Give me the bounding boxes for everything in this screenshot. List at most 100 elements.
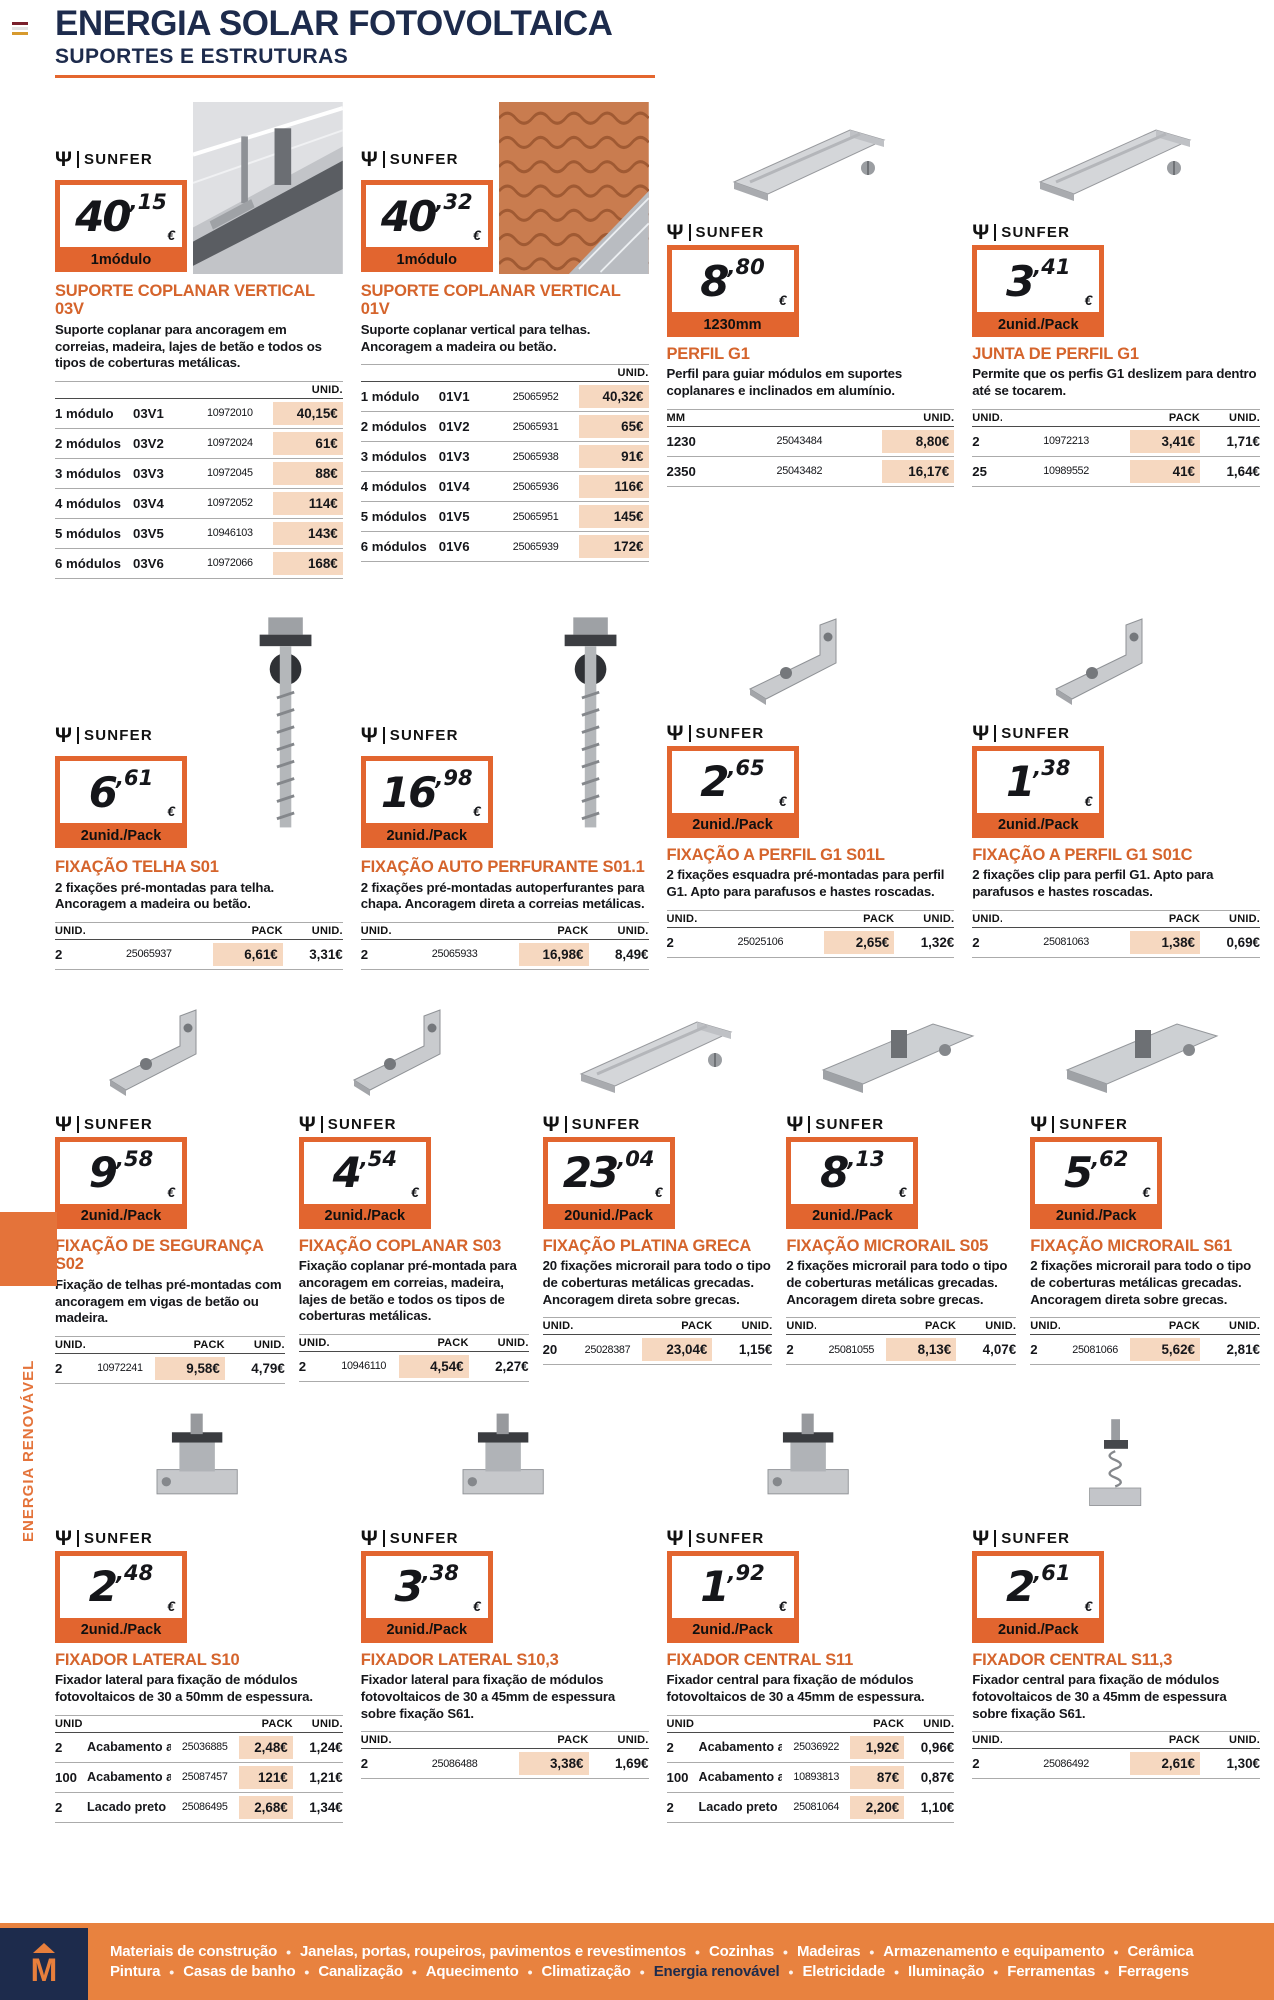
table-cell: 01V2 <box>438 419 470 435</box>
logo-divider <box>382 1529 385 1547</box>
brand-logo: Ψ SUNFER <box>361 149 493 170</box>
footer-nav-item[interactable]: Madeiras <box>796 1943 861 1960</box>
price-value: 116€ <box>578 475 649 499</box>
footer-nav-item[interactable]: Casas de banho <box>183 1963 296 1980</box>
ref-number: 10989552 <box>1043 465 1089 478</box>
product-description: Fixação coplanar pré-montada para ancora… <box>298 1258 517 1324</box>
product-description: Fixador central para fixação de módulos … <box>666 1672 925 1704</box>
product-title: FIXADOR LATERAL S10,3 <box>360 1650 559 1669</box>
price-table: UNID. PACK UNID. 2 10972213 3,41€ 1,71€ 25 10989… <box>972 408 1260 487</box>
product-image <box>498 102 649 274</box>
brand-logo: Ψ SUNFER <box>55 149 187 170</box>
footer-nav-line: Pintura • Casas de banho • Canalização • Aquec… <box>110 1963 1264 1980</box>
footer-nav-item[interactable]: Cozinhas <box>708 1943 775 1960</box>
ref-number: 25025106 <box>737 936 784 949</box>
table-row: 25 10989552 41€ 1,64€ <box>972 457 1260 487</box>
product-title: FIXAÇÃO A PERFIL G1 S01C <box>972 845 1193 864</box>
price-table-header: UNID. PACK UNID. <box>55 1714 343 1733</box>
table-cell: 03V2 <box>133 435 164 451</box>
page-marker-icon <box>12 22 28 37</box>
price-badge-unit-label: 2unid./Pack <box>812 1208 893 1225</box>
price-value: 1,71€ <box>1226 433 1260 449</box>
table-cell: 1230 <box>666 433 696 449</box>
table-cell: Acabamento alumínio <box>87 1740 171 1754</box>
product-title: FIXAÇÃO DE SEGURANÇA S02 <box>55 1236 264 1274</box>
product-card: Ψ SUNFER 1,38 €2unid./Pack FIXAÇÃO A PERFIL … <box>972 603 1260 970</box>
footer-nav-item[interactable]: Ferragens <box>1118 1963 1189 1980</box>
price-value: 4,54€ <box>398 1354 469 1378</box>
product-card: Ψ SUNFER 3,41 €2unid./Pack JUNTA DE PERFIL G… <box>972 102 1260 579</box>
footer-nav-item[interactable]: Ferramentas <box>1007 1963 1096 1980</box>
ref-number: 25086488 <box>431 1757 478 1770</box>
price-badge-value: 5,62 € <box>1035 1141 1158 1204</box>
table-row: 20 25028387 23,04€ 1,15€ <box>542 1335 773 1366</box>
footer-nav-item[interactable]: Materiais de construção <box>110 1943 278 1960</box>
product-card: Ψ SUNFER 16,98 €2unid./Pack FIXAÇÃO AUTO PER… <box>360 603 649 970</box>
product-description: 20 fixações microrail para todo o tipo d… <box>542 1258 771 1307</box>
price-decimal: ,15 <box>129 190 167 214</box>
product-title: FIXADOR CENTRAL S11,3 <box>972 1650 1173 1669</box>
footer-nav-item[interactable]: Energia renovável <box>653 1963 780 1980</box>
footer-nav-item[interactable]: Armazenamento e equipamento <box>883 1943 1105 1960</box>
price-badge-unit-label: 20unid./Pack <box>564 1208 653 1225</box>
price-value: 1,34€ <box>309 1799 343 1815</box>
price-decimal: ,80 <box>727 255 765 279</box>
column-header: PACK <box>681 1320 713 1333</box>
bullet-separator: • <box>993 1963 999 1980</box>
page-subtitle: SUPORTES E ESTRUTURAS <box>55 45 349 68</box>
table-cell: 2 <box>1030 1342 1038 1358</box>
bullet-separator: • <box>788 1963 794 1980</box>
price-decimal: ,61 <box>116 766 154 791</box>
table-cell: 01V6 <box>438 539 470 555</box>
logo-divider <box>808 1115 811 1133</box>
footer-nav-item[interactable]: Climatização <box>541 1963 631 1980</box>
currency-symbol: € <box>167 1183 175 1200</box>
price-badge-value: 40,32 € <box>365 185 488 247</box>
price-badge-unit-label: 2unid./Pack <box>80 1622 162 1639</box>
column-header: UNID. <box>311 1717 343 1730</box>
column-header: PACK <box>557 1734 589 1747</box>
table-row: 2 Lacado preto 25086495 2,68€ 1,34€ <box>55 1793 343 1823</box>
price-badge: 1,92 €2unid./Pack <box>666 1550 799 1643</box>
price-table-header: UNID. PACK UNID. <box>786 1317 1017 1336</box>
footer-nav-item[interactable]: Canalização <box>318 1963 403 1980</box>
ref-number: 25086492 <box>1043 1757 1089 1770</box>
product-card: Ψ SUNFER 23,04 €20unid./Pack FIXAÇÃO PLATINA… <box>542 994 773 1384</box>
product-row-3: Ψ SUNFER 9,58 €2unid./Pack FIXAÇÃO DE SEGURA… <box>55 994 1260 1384</box>
table-row: 2 25081055 8,13€ 4,07€ <box>786 1335 1017 1366</box>
sunfer-trident-icon: Ψ <box>55 724 72 748</box>
footer-nav-item[interactable]: Aquecimento <box>425 1963 519 1980</box>
table-cell: Lacado preto <box>87 1800 167 1814</box>
price-badge-unit-label: 1módulo <box>90 251 152 268</box>
price-badge-unit-label: 2unid./Pack <box>80 827 162 844</box>
table-cell: 2 <box>55 1360 63 1376</box>
price-integer: 16 <box>380 767 437 817</box>
footer-nav-item[interactable]: Iluminação <box>907 1963 985 1980</box>
price-badge-unit-label: 1módulo <box>396 251 457 268</box>
column-header: UNID. <box>55 924 85 937</box>
price-value: 143€ <box>272 521 343 545</box>
table-row: 2 25081066 5,62€ 2,81€ <box>1030 1335 1260 1366</box>
product-image <box>972 603 1260 715</box>
price-badge-value: 16,98 € <box>365 761 488 824</box>
footer-nav-item[interactable]: Janelas, portas, roupeiros, pavimentos e… <box>300 1943 687 1960</box>
brand-name: SUNFER <box>815 1115 885 1133</box>
footer-nav-item[interactable]: Eletricidade <box>802 1963 886 1980</box>
price-badge-value: 6,61 € <box>60 761 182 824</box>
table-cell: 2 <box>972 433 980 449</box>
price-value: 16,17€ <box>882 459 955 483</box>
product-card: Ψ SUNFER 40,32 €1módulo SUPORTE COPLANAR VER… <box>360 102 649 579</box>
footer-nav-item[interactable]: Pintura <box>110 1963 161 1980</box>
column-header: PACK <box>1168 1734 1200 1747</box>
price-badge: 2,48 €2unid./Pack <box>55 1550 187 1643</box>
price-decimal: ,61 <box>1033 1560 1071 1585</box>
price-value: 40,32€ <box>578 385 649 409</box>
bullet-separator: • <box>286 1943 292 1960</box>
price-value: 6,61€ <box>212 942 283 966</box>
price-badge-unit-label: 1230mm <box>703 316 762 333</box>
footer-nav-item[interactable]: Cerâmica <box>1127 1943 1194 1960</box>
table-row: 2 10972241 9,58€ 4,79€ <box>55 1354 285 1384</box>
logo-divider <box>77 151 79 168</box>
brand-name: SUNFER <box>389 1529 459 1547</box>
price-badge-unit-label: 2unid./Pack <box>997 1622 1079 1639</box>
